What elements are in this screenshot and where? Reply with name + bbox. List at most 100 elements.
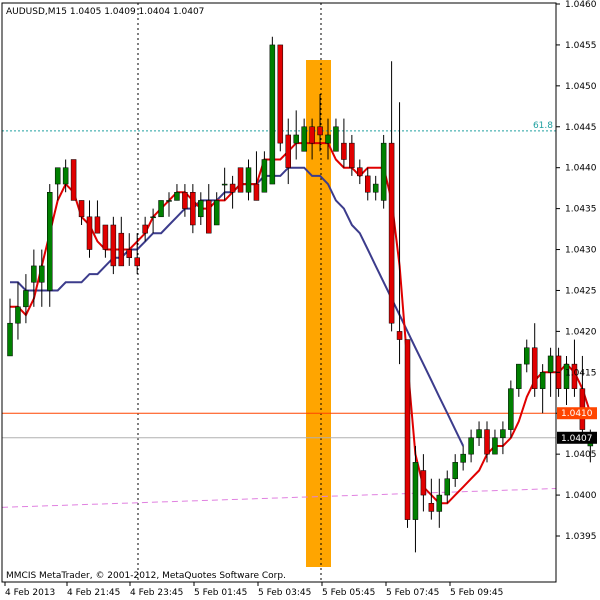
y-tick-label: 1.0455: [565, 41, 597, 51]
price-line-marker-box: [557, 407, 597, 420]
candle-body: [39, 265, 45, 283]
candle-body: [166, 200, 172, 202]
candle-body: [23, 290, 29, 308]
y-tick-label: 1.0400: [565, 491, 597, 501]
candle-body: [86, 216, 93, 250]
candle-body: [317, 126, 323, 136]
candle-body: [563, 363, 570, 389]
bid-marker-label: 1.0407: [561, 434, 593, 444]
y-tick-label: 1.0395: [565, 532, 597, 542]
highlight-block: [306, 60, 331, 567]
fib-level-label: 61.8: [533, 121, 553, 131]
candle-body: [309, 126, 315, 144]
candle-body: [31, 265, 37, 283]
x-tick-label: 4 Feb 21:45: [67, 588, 120, 598]
price-line-marker-label: 1.0410: [561, 409, 593, 419]
candle-body: [293, 134, 299, 144]
candle-body: [516, 363, 522, 389]
y-tick-label: 1.0435: [565, 205, 597, 215]
candle-body: [547, 355, 554, 373]
candle-body: [531, 347, 538, 389]
candle-body: [396, 331, 403, 340]
bid-marker-box: [557, 431, 597, 444]
candle-body: [571, 363, 578, 389]
candle-body: [476, 429, 482, 439]
candle-body: [190, 191, 196, 226]
candle-body: [333, 126, 339, 152]
candle-body: [213, 200, 220, 226]
candle-body: [277, 44, 284, 144]
candle-body: [15, 306, 21, 324]
dashed-trend-line: [1, 488, 557, 508]
candle-body: [420, 470, 427, 496]
candle-body: [62, 167, 69, 185]
candle-body: [174, 191, 180, 201]
y-tick-label: 1.0460: [565, 0, 597, 10]
candle-body: [341, 142, 347, 160]
candle-body: [150, 216, 156, 219]
candle-body: [436, 494, 443, 512]
candle-body: [47, 191, 53, 291]
x-tick-label: 5 Feb 07:45: [386, 588, 439, 598]
candle-body: [182, 191, 188, 209]
candle-body: [468, 437, 474, 455]
candle-body: [54, 167, 61, 185]
y-tick-label: 1.0450: [565, 82, 597, 92]
x-tick-label: 5 Feb 03:45: [258, 588, 311, 598]
candle-body: [484, 429, 490, 455]
candle-body: [380, 142, 387, 201]
candle-body: [158, 200, 164, 218]
grid-layer: [137, 3, 322, 582]
candle-body: [198, 200, 204, 218]
x-tick-label: 4 Feb 23:45: [130, 588, 183, 598]
candle-body: [508, 388, 514, 430]
candle-body: [444, 478, 450, 496]
x-tick-label: 4 Feb 2013: [5, 588, 55, 598]
candle-body: [253, 183, 260, 201]
y-tick-label: 1.0440: [565, 164, 597, 174]
candle-body: [325, 134, 331, 144]
candle-body: [94, 216, 101, 234]
candle-body: [301, 126, 307, 152]
symbol-info: AUDUSD,M15 1.0405 1.0409 1.0404 1.0407: [6, 7, 204, 17]
candle-body: [372, 183, 379, 193]
candle-body: [237, 167, 244, 193]
candle-body: [452, 462, 458, 479]
plot-frame: [1, 2, 557, 583]
candle-body: [110, 224, 117, 267]
candle-body: [102, 224, 109, 250]
candle-body: [70, 159, 77, 201]
candle-body: [118, 232, 125, 267]
candle-body: [126, 249, 132, 258]
candle-body: [388, 142, 395, 324]
y-tick-label: 1.0445: [565, 123, 597, 133]
candle-body: [7, 322, 13, 357]
candle-body: [524, 347, 530, 365]
candle-body: [539, 372, 546, 389]
candle-body: [412, 462, 419, 520]
candle-body: [134, 257, 140, 267]
candle-body: [492, 437, 498, 455]
candle-body: [245, 167, 252, 193]
x-tick-label: 5 Feb 05:45: [322, 588, 375, 598]
candle-body: [221, 183, 228, 186]
candle-layer: [7, 36, 594, 553]
y-tick-label: 1.0430: [565, 246, 597, 256]
y-tick-label: 1.0405: [565, 450, 597, 460]
candle-body: [261, 159, 268, 193]
candle-body: [285, 134, 291, 168]
candle-body: [428, 503, 435, 512]
copyright-text: MMCIS MetaTrader, © 2001-2012, MetaQuote…: [6, 571, 286, 581]
y-tick-label: 1.0425: [565, 286, 597, 296]
y-tick-label: 1.0420: [565, 327, 597, 337]
candle-body: [500, 429, 506, 439]
candle-body: [206, 200, 212, 234]
highlight-layer: [306, 60, 331, 567]
x-tick-label: 5 Feb 09:45: [450, 588, 503, 598]
candle-body: [78, 200, 85, 218]
y-tick-label: 1.0415: [565, 368, 597, 378]
candle-body: [357, 167, 363, 177]
